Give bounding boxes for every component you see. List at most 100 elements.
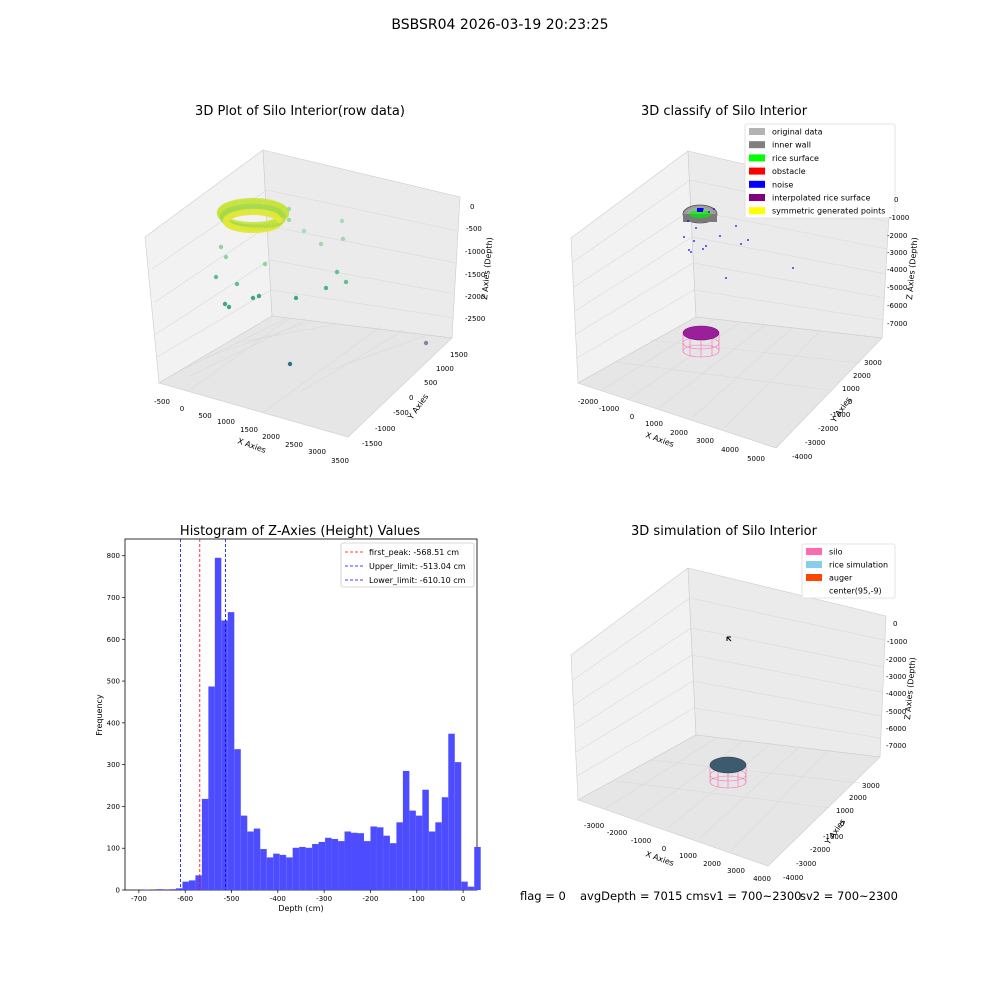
histogram-x-label: Depth (cm) xyxy=(278,904,323,913)
simulation-legend-label: auger xyxy=(829,574,853,583)
histogram-bar xyxy=(286,857,293,890)
raw-point xyxy=(256,293,262,299)
classify-noise-point xyxy=(690,251,692,253)
classify-x-tick: 0 xyxy=(630,413,634,421)
raw-point xyxy=(339,218,345,224)
histogram-bar xyxy=(409,810,416,890)
simulation-rice-surface xyxy=(709,756,747,774)
histogram-legend-label: Upper_limit: -513.04 cm xyxy=(369,562,466,571)
classify-noise-point xyxy=(740,243,742,245)
classify-x-tick: 4000 xyxy=(721,446,739,454)
classify-3d-plot: original data inner wall rice surface obsta… xyxy=(570,123,919,463)
classify-noise-point xyxy=(683,236,685,238)
histogram-bar xyxy=(415,815,423,890)
raw-z-tick: -2000 xyxy=(465,293,485,301)
classify-noise-point xyxy=(747,239,749,241)
simulation-legend-label: center(95,-9) xyxy=(829,587,882,596)
raw-point xyxy=(223,254,229,260)
raw-y-tick: 1500 xyxy=(450,351,468,359)
histogram-bar xyxy=(467,886,475,890)
classify-legend-box xyxy=(744,123,896,219)
simulation-x-tick: 0 xyxy=(662,845,666,853)
classify-legend-label: obstacle xyxy=(772,167,806,176)
simulation-x-tick: 4000 xyxy=(753,875,771,883)
histogram-bar xyxy=(344,831,352,890)
simulation-z-tick: 0 xyxy=(893,620,897,628)
classify-noise-point xyxy=(735,225,737,227)
classify-z-tick: -5000 xyxy=(887,284,907,292)
histogram-bar xyxy=(188,880,196,890)
histogram-bar xyxy=(175,888,183,890)
histogram-title: Histogram of Z-Axies (Height) Values xyxy=(179,524,421,539)
histogram-y-tick-label: 800 xyxy=(107,552,120,560)
raw-point xyxy=(293,295,299,301)
raw-point xyxy=(250,295,256,301)
raw-z-tick: -500 xyxy=(466,225,482,233)
simulation-legend-swatch xyxy=(806,548,822,555)
raw-point xyxy=(334,269,340,275)
histogram-bar xyxy=(422,789,429,890)
classify-z-tick: -4000 xyxy=(887,266,907,274)
simulation-legend-label: rice simulation xyxy=(829,561,888,570)
histogram-bar xyxy=(227,612,235,890)
simulation-x-tick: 1000 xyxy=(679,852,697,860)
simulation-y-tick: 2000 xyxy=(849,794,867,802)
raw-point xyxy=(222,301,228,307)
classify-z-ticks: 0 -1000 -2000 -3000 -4000 -5000 -6000 -7… xyxy=(887,196,909,328)
simulation-z-tick: -1000 xyxy=(887,638,907,646)
classify-z-tick: -6000 xyxy=(887,302,907,310)
simulation-legend-swatch xyxy=(806,561,822,568)
simulation-z-tick: -4000 xyxy=(886,690,906,698)
classify-legend-swatch xyxy=(749,194,765,201)
classify-y-tick: 2000 xyxy=(853,372,871,380)
classify-noise-point xyxy=(713,208,715,210)
simulation-gridlines xyxy=(572,597,885,851)
raw-point xyxy=(276,216,284,224)
classify-legend-swatch xyxy=(749,167,765,175)
raw-y-tick: -1500 xyxy=(362,440,382,448)
classify-noise-point xyxy=(708,211,710,213)
classify-z-tick: -1000 xyxy=(889,214,909,222)
simulation-legend: silo rice simulation auger center(95,-9) xyxy=(801,543,896,599)
raw-point xyxy=(343,279,349,285)
histogram-bar xyxy=(169,889,176,890)
raw-x-tick: 3000 xyxy=(308,448,326,456)
simulation-y-tick: -3000 xyxy=(796,860,816,868)
histogram-bar xyxy=(474,846,481,890)
simulation-x-tick: 3000 xyxy=(727,867,745,875)
classify-legend-swatch xyxy=(749,207,765,215)
simulation-z-tick: -3000 xyxy=(886,673,906,681)
raw-point xyxy=(226,304,232,310)
classify-rice-surface xyxy=(689,210,711,218)
classify-noise-point xyxy=(688,249,690,251)
classify-legend-label: inner wall xyxy=(772,141,811,150)
histogram-y-tick-label: 600 xyxy=(107,636,120,644)
raw-point xyxy=(286,206,292,212)
histogram-x-tick-label: -100 xyxy=(409,895,425,903)
classify-y-tick: 0 xyxy=(848,398,852,406)
histogram-bar xyxy=(351,832,358,890)
simulation-x-tick: -1000 xyxy=(631,837,651,845)
classify-y-ticks: -4000 -3000 -2000 -1000 0 1000 2000 3000 xyxy=(792,359,882,461)
simulation-3d-plot: silo rice simulation auger center(95,-9) -3… xyxy=(570,543,917,883)
classify-z-tick: -3000 xyxy=(887,249,907,257)
simulation-z-tick: -2000 xyxy=(886,656,906,664)
simulation-legend-swatch xyxy=(806,574,822,581)
histogram-y-tick-label: 700 xyxy=(107,594,120,602)
histogram-bar xyxy=(279,854,287,890)
raw-y-tick: 1000 xyxy=(436,365,454,373)
classify-y-tick: -3000 xyxy=(805,439,825,447)
histogram-bar xyxy=(396,822,403,890)
simulation-x-ticks: -3000 -2000 -1000 0 1000 2000 3000 4000 xyxy=(584,822,771,883)
histogram-bar xyxy=(305,847,313,890)
histogram-bar xyxy=(214,557,222,890)
raw-x-tick: 1500 xyxy=(240,426,258,434)
histogram-x-ticks: -700 -600 -500 -400 -300 -200 -100 0 xyxy=(131,890,465,903)
classify-y-tick: 3000 xyxy=(864,359,882,367)
classify-legend-swatch xyxy=(749,141,765,149)
histogram-y-tick-label: 400 xyxy=(107,719,120,727)
raw-x-tick: 1000 xyxy=(217,418,235,426)
histogram-legend-box xyxy=(340,542,475,588)
histogram-bar xyxy=(266,857,274,890)
simulation-z-tick: -7000 xyxy=(886,742,906,750)
